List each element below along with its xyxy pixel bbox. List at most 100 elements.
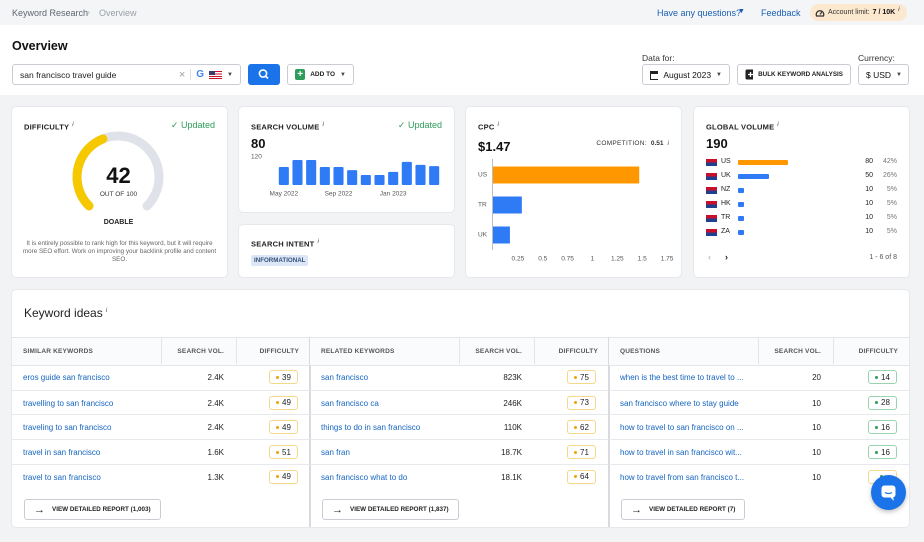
x-tick-label: Jan 2023 [380, 191, 407, 198]
divider [190, 69, 192, 80]
x-tick-label: 0.25 [512, 256, 525, 263]
add-to-button[interactable]: + ADD TO ▼ [287, 64, 354, 85]
keyword-link[interactable]: traveling to san francisco [23, 423, 112, 433]
table-row: san fran 18.7K 71 [310, 439, 609, 464]
search-input[interactable]: san francisco travel guide × G ▼ [12, 64, 241, 85]
prev-page[interactable]: ‹ [708, 252, 711, 262]
column-header: DIFFICULTY [858, 348, 898, 355]
keyword-link[interactable]: travelling to san francisco [23, 398, 114, 408]
keyword-link[interactable]: san francisco where to stay guide [620, 398, 739, 408]
search-volume: 2.4K [207, 398, 224, 408]
breadcrumb-root[interactable]: Keyword Research [12, 8, 89, 18]
flag-icon [706, 201, 717, 208]
bar [278, 167, 289, 185]
keyword-link[interactable]: san francisco ca [321, 398, 379, 408]
column-header: SEARCH VOL. [774, 348, 821, 355]
date-button[interactable]: August 2023 ▼ [642, 64, 730, 85]
keyword-link[interactable]: eros guide san francisco [23, 373, 110, 382]
badge-dot [574, 401, 578, 405]
next-page[interactable]: › [725, 252, 728, 262]
badge-dot [276, 375, 280, 379]
report-button[interactable]: → VIEW DETAILED REPORT (1,003) [24, 499, 161, 520]
caret: ▼ [340, 71, 346, 78]
card-title: SEARCH INTENT i [251, 238, 319, 249]
clear-icon[interactable]: × [178, 68, 186, 81]
chat-icon [881, 485, 896, 501]
out-of-max: 100 [126, 191, 138, 198]
search-volume: 18.1K [501, 472, 522, 482]
table-row: how to travel to san francisco on ... 10 1… [609, 414, 909, 439]
help-link[interactable]: Have any questions? [657, 8, 742, 18]
search-volume: 10 [812, 423, 821, 433]
keyword-link[interactable]: san francisco [321, 373, 369, 382]
keyword-link[interactable]: travel to san francisco [23, 472, 101, 482]
difficulty-value: 75 [580, 372, 589, 382]
flag-icon [706, 229, 717, 236]
keyword-link[interactable]: how to travel in san francisco wit... [620, 448, 742, 458]
title-text: SEARCH VOLUME [251, 122, 320, 132]
difficulty-value: 62 [580, 422, 589, 432]
keyword-link[interactable]: things to do in san francisco [321, 423, 421, 433]
keyword-link[interactable]: how to travel from san francisco t... [620, 472, 745, 482]
country-code: US [721, 158, 731, 165]
search-button[interactable] [248, 64, 280, 85]
arrow-icon: → [34, 503, 45, 516]
volume-bar [738, 216, 745, 221]
column-header: DIFFICULTY [259, 348, 299, 355]
title-text: GLOBAL VOLUME [706, 122, 775, 132]
bar [333, 167, 344, 185]
difficulty-badge: 49 [269, 395, 298, 410]
report-button[interactable]: → VIEW DETAILED REPORT (7) [621, 499, 746, 520]
badge-dot [875, 375, 879, 379]
report-label: VIEW DETAILED REPORT (1,003) [52, 506, 151, 513]
keyword-link[interactable]: san francisco what to do [321, 472, 408, 482]
column-header: SIMILAR KEYWORDS [23, 348, 94, 355]
share-value: 42% [882, 158, 897, 165]
col-divider [833, 338, 834, 364]
keyword-link[interactable]: san fran [321, 448, 350, 458]
keyword-link[interactable]: when is the best time to travel to ... [620, 373, 744, 382]
badge-dot [276, 401, 280, 405]
difficulty-value: 16 [881, 422, 890, 432]
difficulty-badge: 75 [567, 370, 596, 384]
search-volume: 823K [503, 373, 522, 382]
limit-label: Account limit: [828, 9, 870, 16]
chat-button[interactable] [871, 475, 906, 510]
currency-button[interactable]: $ USD ▼ [858, 64, 909, 85]
volume-value: 10 [865, 214, 873, 221]
global-volume-total: 190 [706, 136, 728, 151]
report-button[interactable]: → VIEW DETAILED REPORT (1,837) [322, 499, 459, 520]
google-icon: G [196, 69, 205, 80]
difficulty-value: 39 [282, 372, 291, 382]
calendar-icon [650, 70, 659, 80]
difficulty-value: 71 [580, 447, 589, 457]
badge-dot [574, 375, 578, 379]
volume-value: 10 [865, 200, 873, 207]
difficulty-badge: 14 [868, 370, 897, 384]
search-volume: 18.7K [501, 448, 522, 458]
search-volume-chart: 120 May 2022 Sep 2022 Jan 2023 [251, 154, 440, 198]
caret: ▼ [896, 71, 902, 78]
keyword-link[interactable]: how to travel to san francisco on ... [620, 423, 744, 433]
page-title: Overview [12, 39, 68, 53]
volume-bar [738, 160, 788, 165]
arrow-icon: → [332, 503, 343, 516]
column-header: SEARCH VOL. [475, 348, 522, 355]
date-label: August 2023 [663, 69, 712, 80]
bar [360, 174, 371, 185]
account-limit[interactable]: Account limit: 7 / 10K i [810, 4, 907, 21]
table-row: traveling to san francisco 2.4K 49 [12, 414, 310, 439]
badge-dot [875, 425, 879, 429]
add-icon: + [295, 69, 306, 80]
difficulty-badge: 39 [269, 370, 298, 384]
keyword-link[interactable]: travel in san francisco [23, 448, 101, 458]
feedback-link[interactable]: Feedback [761, 8, 801, 18]
caret: ▼ [227, 71, 233, 78]
x-tick-label: May 2022 [270, 191, 299, 198]
share-value: 26% [882, 172, 897, 179]
difficulty-value: 73 [580, 398, 589, 408]
country-code: ZA [721, 228, 730, 235]
bulk-button[interactable]: BULK KEYWORD ANALYSIS [737, 64, 851, 85]
competition-value: 0.51 [650, 140, 664, 147]
bar [347, 170, 358, 185]
